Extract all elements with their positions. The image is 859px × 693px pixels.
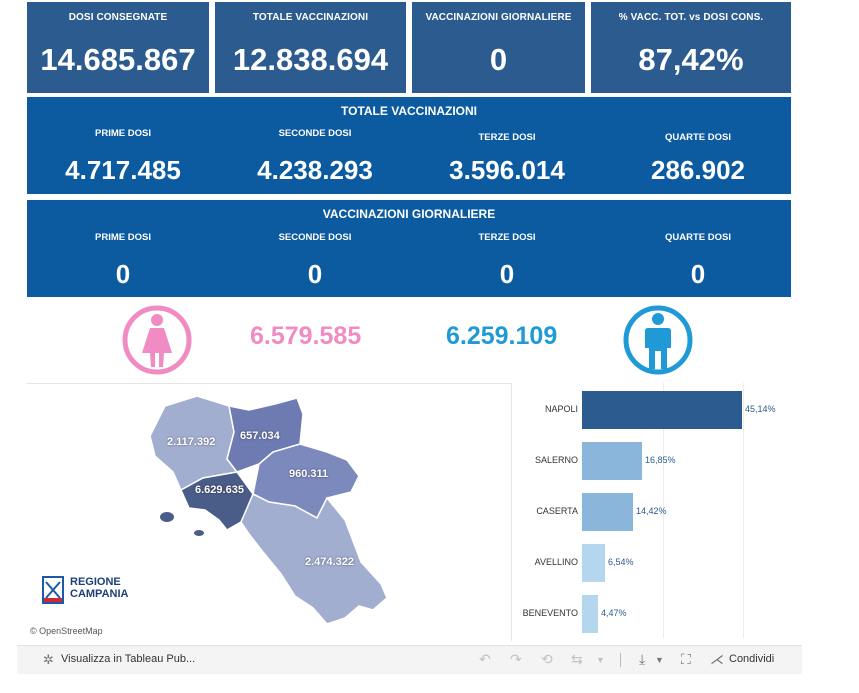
prime-dosi-total: PRIME DOSI 4.717.485 [28,128,218,186]
share-icon[interactable]: ⋌ [710,651,724,667]
fullscreen-icon[interactable]: ⛶ [681,651,691,667]
male-person-icon [623,305,693,375]
kpi-label: DOSI CONSEGNATE [68,12,168,23]
kpi-percentuale-vaccinazioni: % VACC. TOT. vs DOSI CONS. 87,42% [591,2,791,93]
quarte-dosi-daily: QUARTE DOSI 0 [603,232,793,290]
logo-text-regione: REGIONE [70,576,121,588]
province-row-avellino[interactable]: AVELLINO 6,54% [511,538,791,589]
quarte-dosi-total: QUARTE DOSI 286.902 [603,132,793,186]
dose-label: SECONDE DOSI [278,232,352,243]
map-attribution[interactable]: © OpenStreetMap [30,626,103,636]
dose-label: PRIME DOSI [95,232,151,243]
download-icon[interactable]: ⤓ [639,651,646,667]
seconde-dosi-daily: SECONDE DOSI 0 [220,232,410,290]
province-name: CASERTA [536,506,578,516]
tableau-logo-icon[interactable]: ✲ [43,652,54,667]
province-bar-chart [511,383,791,638]
dose-label: TERZE DOSI [478,232,536,243]
province-pct: 45,14% [745,404,776,414]
gridline [743,383,744,638]
refresh-dropdown-icon[interactable]: ▼ [596,655,605,665]
prime-dosi-daily: PRIME DOSI 0 [28,232,218,290]
dose-value: 4.717.485 [65,155,181,185]
female-person-icon [122,305,192,375]
revert-icon[interactable]: ⟲ [541,651,553,667]
kpi-value: 0 [489,42,508,77]
map-label-benevento: 657.034 [240,430,280,442]
kpi-dosi-consegnate: DOSI CONSEGNATE 14.685.867 [27,2,209,93]
band-title: VACCINAZIONI GIORNALIERE [322,207,496,221]
band-title: TOTALE VACCINAZIONI [341,104,477,118]
undo-icon[interactable]: ↶ [479,651,491,667]
province-bar[interactable] [582,544,605,582]
dose-value: 0 [115,259,131,289]
dose-value: 0 [499,259,515,289]
province-bar[interactable] [582,442,642,480]
kpi-label: TOTALE VACCINAZIONI [252,12,369,23]
kpi-totale-vaccinazioni: TOTALE VACCINAZIONI 12.838.694 [215,2,406,93]
map-label-napoli: 6.629.635 [195,484,244,496]
share-button[interactable]: Condividi [729,653,775,665]
province-name: BENEVENTO [522,608,578,618]
province-row-benevento[interactable]: BENEVENTO 4,47% [511,589,791,640]
dose-label: SECONDE DOSI [278,128,352,139]
female-count: 6.579.585 [250,322,362,350]
redo-icon[interactable]: ↷ [510,651,522,667]
dose-value: 0 [307,259,323,289]
province-row-salerno[interactable]: SALERNO 16,85% [511,436,791,487]
dose-label: PRIME DOSI [95,128,151,139]
map-label-salerno: 2.474.322 [305,556,354,568]
vaccinazioni-giornaliere-band: VACCINAZIONI GIORNALIERE PRIME DOSI 0 SE… [27,200,791,297]
download-dropdown-icon[interactable]: ▼ [655,655,664,665]
male-count: 6.259.109 [446,322,558,350]
dose-label: QUARTE DOSI [665,232,731,243]
region-salerno [240,492,388,625]
dose-value: 0 [690,259,706,289]
kpi-value: 14.685.867 [40,42,196,77]
island-capri [194,530,204,536]
kpi-vaccinazioni-giornaliere: VACCINAZIONI GIORNALIERE 0 [412,2,585,93]
province-row-napoli[interactable]: NAPOLI 45,14% [511,385,791,436]
province-name: AVELLINO [534,557,578,567]
island-ischia [160,512,174,522]
province-name: NAPOLI [544,404,578,414]
toolbar-divider [620,653,621,667]
province-row-caserta[interactable]: CASERTA 14,42% [511,487,791,538]
tableau-toolbar: ✲ Visualizza in Tableau Pub... ↶ ↷ ⟲ ⇆ ▼… [17,645,802,674]
province-pct: 4,47% [601,608,627,618]
campania-map[interactable]: 2.117.392 657.034 960.311 6.629.635 2.47… [27,383,512,641]
province-pct: 6,54% [608,557,634,567]
province-bar[interactable] [582,493,633,531]
kpi-label: VACCINAZIONI GIORNALIERE [425,12,572,23]
dose-value: 4.238.293 [257,155,373,185]
map-regions [149,395,388,625]
map-label-caserta: 2.117.392 [167,436,216,448]
logo-text-campania: CAMPANIA [70,588,129,600]
province-pct: 16,85% [645,455,676,465]
province-bar[interactable] [582,595,598,633]
seconde-dosi-total: SECONDE DOSI 4.238.293 [220,128,410,186]
dose-value: 3.596.014 [449,155,565,185]
dose-label: QUARTE DOSI [665,132,731,143]
dose-value: 286.902 [651,155,745,185]
kpi-value: 87,42% [638,42,744,77]
view-in-tableau-public-link[interactable]: Visualizza in Tableau Pub... [61,653,196,665]
terze-dosi-total: TERZE DOSI 3.596.014 [412,132,602,186]
regione-campania-logo: REGIONE CAMPANIA [42,576,152,606]
refresh-icon[interactable]: ⇆ [571,651,583,667]
dose-label: TERZE DOSI [478,132,536,143]
kpi-label: % VACC. TOT. vs DOSI CONS. [618,12,764,23]
kpi-value: 12.838.694 [232,42,389,77]
regione-campania-emblem-icon [42,576,64,604]
terze-dosi-daily: TERZE DOSI 0 [412,232,602,290]
gridline [663,383,664,638]
totale-vaccinazioni-band: TOTALE VACCINAZIONI PRIME DOSI 4.717.485… [27,97,791,194]
map-label-avellino: 960.311 [289,468,329,480]
province-pct: 14,42% [636,506,667,516]
province-name: SALERNO [534,455,578,465]
province-bar[interactable] [582,391,742,429]
